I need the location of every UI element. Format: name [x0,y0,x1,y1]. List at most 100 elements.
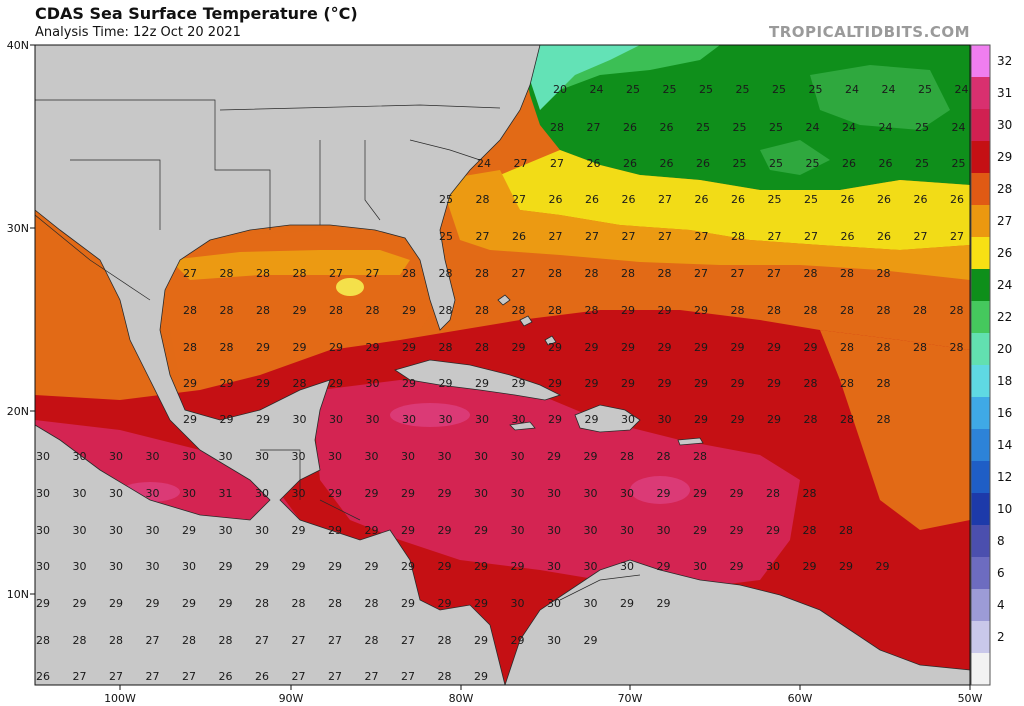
sst-label: 29 [328,487,342,500]
sst-label: 29 [182,597,196,610]
sst-label: 26 [731,193,745,206]
sst-label: 30 [693,560,707,573]
sst-label: 27 [550,157,564,170]
sst-label: 27 [950,230,964,243]
sst-label: 29 [584,450,598,463]
sst-label: 28 [550,121,564,134]
sst-label: 29 [767,413,781,426]
sst-label: 29 [693,524,707,537]
sst-label: 30 [219,524,233,537]
sst-label: 26 [914,193,928,206]
sst-label: 28 [840,267,854,280]
sst-label: 26 [622,193,636,206]
land [35,45,970,685]
sst-label: 28 [621,267,635,280]
sst-label: 26 [36,670,50,683]
sst-label: 30 [511,487,525,500]
sst-label: 26 [255,670,269,683]
sst-label: 30 [36,487,50,500]
sst-label: 29 [328,560,342,573]
sst-label: 29 [658,377,672,390]
sst-label: 26 [587,157,601,170]
colorbar-swatch [971,77,990,110]
sst-label: 20 [553,83,567,96]
sst-label: 29 [438,597,452,610]
sst-label: 28 [256,304,270,317]
sst-label: 29 [585,341,599,354]
sst-label: 29 [657,560,671,573]
sst-label: 29 [36,597,50,610]
colorbar-label: 30 [997,118,1012,132]
sst-label: 29 [292,524,306,537]
sst-label: 27 [255,634,269,647]
sst-label: 30 [146,524,160,537]
sst-label: 28 [73,634,87,647]
sst-label: 28 [292,597,306,610]
sst-label: 28 [803,487,817,500]
sst-label: 29 [402,304,416,317]
sst-label: 28 [365,597,379,610]
sst-label: 29 [438,524,452,537]
sst-label: 28 [804,267,818,280]
sst-label: 30 [402,413,416,426]
sst-label: 29 [474,597,488,610]
sst-label: 29 [731,377,745,390]
sst-label: 28 [219,634,233,647]
sst-label: 29 [803,560,817,573]
sst-label: 28 [36,634,50,647]
sst-label: 25 [918,83,932,96]
sst-label: 29 [474,670,488,683]
sst-label: 27 [476,230,490,243]
sst-label: 30 [620,524,634,537]
sst-label: 25 [772,83,786,96]
sst-label: 29 [401,487,415,500]
sst-label: 29 [730,487,744,500]
sst-label: 29 [402,341,416,354]
sst-label: 29 [730,524,744,537]
sst-label: 30 [620,560,634,573]
colorbar-swatch [971,301,990,334]
colorbar-swatch [971,493,990,526]
colorbar-label: 18 [997,374,1012,388]
sst-label: 29 [402,377,416,390]
sst-label: 28 [329,304,343,317]
sst-label: 25 [696,121,710,134]
sst-label: 28 [475,341,489,354]
colorbar-label: 22 [997,310,1012,324]
sst-label: 29 [256,341,270,354]
sst-label: 27 [585,230,599,243]
sst-label: 28 [293,377,307,390]
sst-label: 27 [366,267,380,280]
sst-label: 25 [699,83,713,96]
axis-ticks: 100W 90W 80W 70W 60W 50W 40N 30N 20N 10N [7,39,983,705]
colorbar: 32 31 30 29 28 27 26 24 22 20 18 16 14 12 10 8 6 4 2 [970,44,1012,686]
sst-label: 30 [109,487,123,500]
sst-label: 29 [256,377,270,390]
sst-label: 30 [401,450,415,463]
sst-label: 28 [182,634,196,647]
sst-label: 30 [36,450,50,463]
sst-label: 28 [804,413,818,426]
sst-label: 28 [950,341,964,354]
sst-label: 29 [585,413,599,426]
sst-label: 27 [549,230,563,243]
sst-label: 26 [841,193,855,206]
sst-label: 27 [768,230,782,243]
sst-label: 29 [474,524,488,537]
colorbar-label: 26 [997,246,1012,260]
sst-label: 30 [255,487,269,500]
sst-label: 28 [365,634,379,647]
sst-label: 27 [658,230,672,243]
sst-label: 29 [401,524,415,537]
sst-label: 28 [512,304,526,317]
sst-label: 29 [657,487,671,500]
sst-label: 30 [511,524,525,537]
sst-label: 28 [950,304,964,317]
sst-label: 28 [220,267,234,280]
sst-label: 29 [146,597,160,610]
sst-label: 29 [547,450,561,463]
watermark: TROPICALTIDBITS.COM [769,23,970,41]
sst-label: 26 [219,670,233,683]
lat-tick-label: 20N [7,405,29,418]
sst-label: 28 [438,634,452,647]
